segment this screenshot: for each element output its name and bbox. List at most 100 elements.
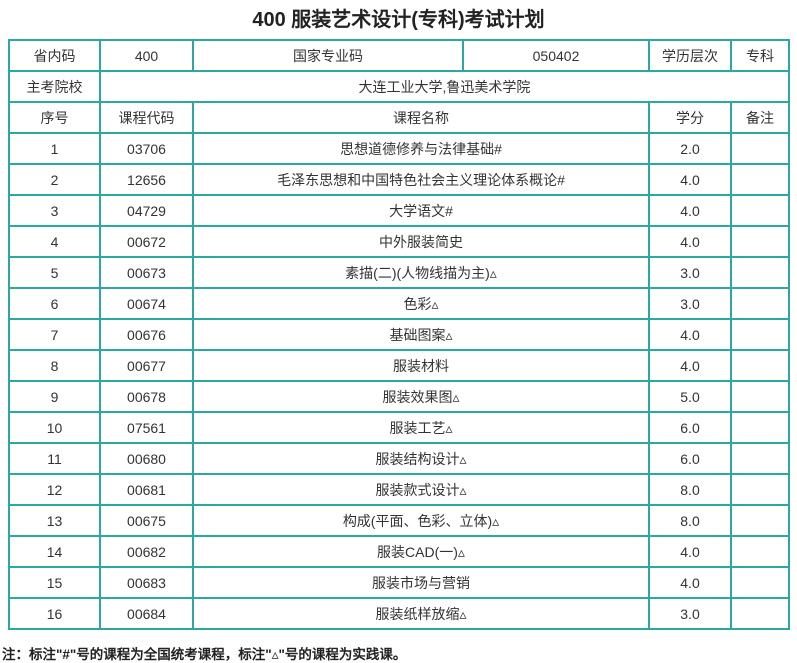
course-code-cell: 00676 — [99, 318, 194, 351]
course-no-cell: 13 — [8, 504, 101, 537]
course-credit-cell: 2.0 — [648, 132, 732, 165]
course-remark-cell — [730, 256, 790, 289]
course-row: 11 00680 服装结构设计▵ 6.0 — [8, 442, 790, 475]
course-no-cell: 10 — [8, 411, 101, 444]
course-remark-cell — [730, 597, 790, 630]
course-code-cell: 00674 — [99, 287, 194, 320]
course-row: 1 03706 思想道德修养与法律基础# 2.0 — [8, 132, 790, 165]
course-code-cell: 00681 — [99, 473, 194, 506]
course-no-cell: 16 — [8, 597, 101, 630]
course-name-cell: 服装纸样放缩▵ — [192, 597, 650, 630]
header-no: 序号 — [8, 101, 101, 134]
course-remark-cell — [730, 318, 790, 351]
header-remark: 备注 — [730, 101, 790, 134]
course-code-cell: 03706 — [99, 132, 194, 165]
course-credit-cell: 4.0 — [648, 225, 732, 258]
course-no-cell: 12 — [8, 473, 101, 506]
header-course-name: 课程名称 — [192, 101, 650, 134]
course-credit-cell: 4.0 — [648, 535, 732, 568]
info-row-school: 主考院校 大连工业大学,鲁迅美术学院 — [8, 70, 790, 103]
footnote: 注：标注"#"号的课程为全国统考课程，标注"▵"号的课程为实践课。 — [2, 647, 407, 662]
course-name-cell: 服装工艺▵ — [192, 411, 650, 444]
course-credit-cell: 5.0 — [648, 380, 732, 413]
course-name-cell: 大学语文# — [192, 194, 650, 227]
course-credit-cell: 8.0 — [648, 504, 732, 537]
course-code-cell: 00672 — [99, 225, 194, 258]
course-credit-cell: 3.0 — [648, 597, 732, 630]
course-row: 16 00684 服装纸样放缩▵ 3.0 — [8, 597, 790, 630]
course-row: 10 07561 服装工艺▵ 6.0 — [8, 411, 790, 444]
course-table-body: 1 03706 思想道德修养与法律基础# 2.0 2 12656 毛泽东思想和中国特色社会主… — [8, 132, 790, 630]
header-course-code: 课程代码 — [99, 101, 194, 134]
page-title: 400 服装艺术设计(专科)考试计划 — [252, 9, 545, 31]
course-code-cell: 00678 — [99, 380, 194, 413]
course-row: 9 00678 服装效果图▵ 5.0 — [8, 380, 790, 413]
course-no-cell: 11 — [8, 442, 101, 475]
course-name-cell: 构成(平面、色彩、立体)▵ — [192, 504, 650, 537]
course-no-cell: 14 — [8, 535, 101, 568]
course-credit-cell: 4.0 — [648, 318, 732, 351]
course-code-cell: 00673 — [99, 256, 194, 289]
education-level-value: 专科 — [730, 39, 790, 72]
course-no-cell: 2 — [8, 163, 101, 196]
course-name-cell: 服装款式设计▵ — [192, 473, 650, 506]
province-code-value: 400 — [99, 39, 194, 72]
course-remark-cell — [730, 225, 790, 258]
course-code-cell: 12656 — [99, 163, 194, 196]
course-credit-cell: 4.0 — [648, 349, 732, 382]
course-credit-cell: 6.0 — [648, 411, 732, 444]
course-row: 12 00681 服装款式设计▵ 8.0 — [8, 473, 790, 506]
course-no-cell: 1 — [8, 132, 101, 165]
host-school-label: 主考院校 — [8, 70, 101, 103]
course-remark-cell — [730, 473, 790, 506]
course-code-cell: 04729 — [99, 194, 194, 227]
course-name-cell: 素描(二)(人物线描为主)▵ — [192, 256, 650, 289]
course-remark-cell — [730, 132, 790, 165]
course-remark-cell — [730, 535, 790, 568]
course-row: 6 00674 色彩▵ 3.0 — [8, 287, 790, 320]
course-row: 3 04729 大学语文# 4.0 — [8, 194, 790, 227]
header-credit: 学分 — [648, 101, 732, 134]
course-no-cell: 6 — [8, 287, 101, 320]
course-no-cell: 8 — [8, 349, 101, 382]
course-credit-cell: 8.0 — [648, 473, 732, 506]
host-school-value: 大连工业大学,鲁迅美术学院 — [99, 70, 790, 103]
course-code-cell: 00675 — [99, 504, 194, 537]
national-code-value: 050402 — [462, 39, 650, 72]
course-credit-cell: 4.0 — [648, 566, 732, 599]
national-code-label: 国家专业码 — [192, 39, 464, 72]
course-remark-cell — [730, 163, 790, 196]
course-remark-cell — [730, 349, 790, 382]
info-row-codes: 省内码 400 国家专业码 050402 学历层次 专科 — [8, 39, 790, 72]
course-row: 7 00676 基础图案▵ 4.0 — [8, 318, 790, 351]
course-code-cell: 00683 — [99, 566, 194, 599]
course-credit-cell: 4.0 — [648, 163, 732, 196]
course-credit-cell: 3.0 — [648, 287, 732, 320]
course-row: 5 00673 素描(二)(人物线描为主)▵ 3.0 — [8, 256, 790, 289]
education-level-label: 学历层次 — [648, 39, 732, 72]
course-row: 2 12656 毛泽东思想和中国特色社会主义理论体系概论# 4.0 — [8, 163, 790, 196]
course-credit-cell: 6.0 — [648, 442, 732, 475]
course-code-cell: 00682 — [99, 535, 194, 568]
course-no-cell: 4 — [8, 225, 101, 258]
course-name-cell: 思想道德修养与法律基础# — [192, 132, 650, 165]
course-remark-cell — [730, 566, 790, 599]
course-no-cell: 3 — [8, 194, 101, 227]
course-code-cell: 00684 — [99, 597, 194, 630]
course-header-row: 序号 课程代码 课程名称 学分 备注 — [8, 101, 790, 134]
course-remark-cell — [730, 504, 790, 537]
course-row: 8 00677 服装材料 4.0 — [8, 349, 790, 382]
course-name-cell: 基础图案▵ — [192, 318, 650, 351]
course-name-cell: 服装结构设计▵ — [192, 442, 650, 475]
course-name-cell: 服装效果图▵ — [192, 380, 650, 413]
course-name-cell: 服装市场与营销 — [192, 566, 650, 599]
course-no-cell: 5 — [8, 256, 101, 289]
course-row: 14 00682 服装CAD(一)▵ 4.0 — [8, 535, 790, 568]
course-row: 13 00675 构成(平面、色彩、立体)▵ 8.0 — [8, 504, 790, 537]
course-no-cell: 15 — [8, 566, 101, 599]
course-row: 15 00683 服装市场与营销 4.0 — [8, 566, 790, 599]
province-code-label: 省内码 — [8, 39, 101, 72]
course-remark-cell — [730, 287, 790, 320]
course-no-cell: 9 — [8, 380, 101, 413]
course-remark-cell — [730, 380, 790, 413]
